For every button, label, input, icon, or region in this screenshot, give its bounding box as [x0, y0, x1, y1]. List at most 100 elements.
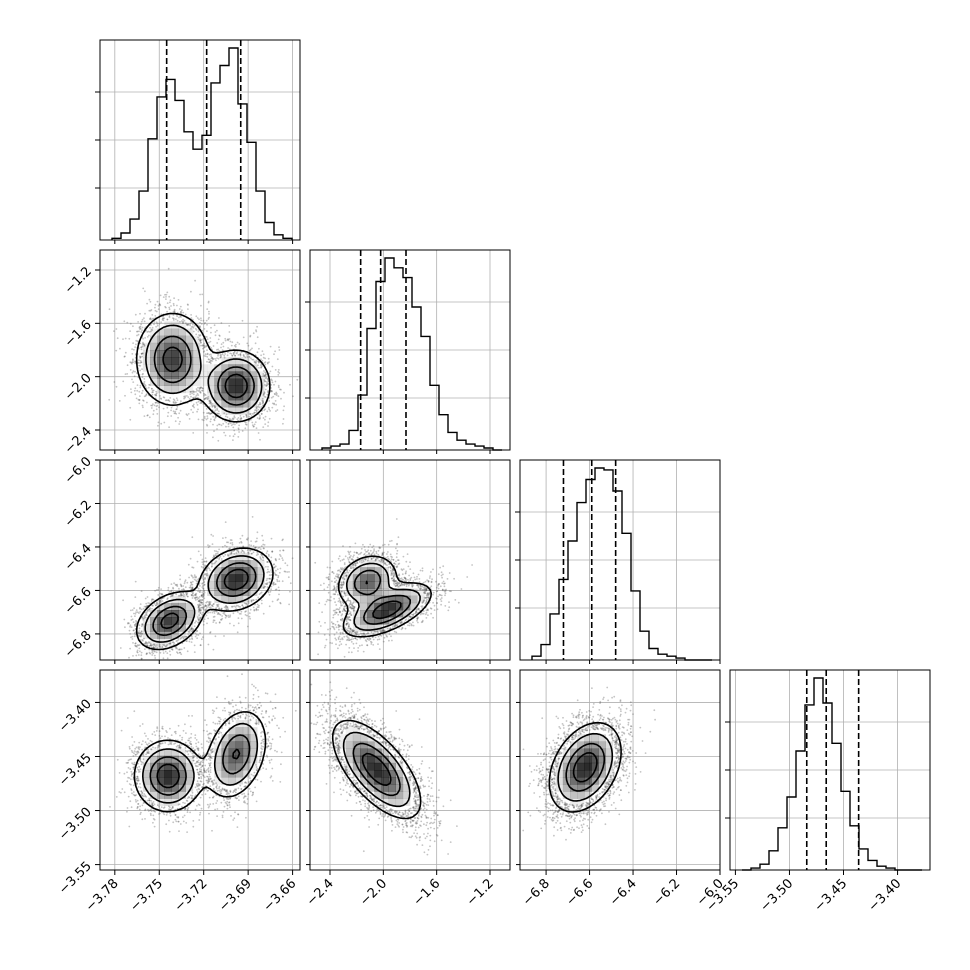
sample-point — [270, 390, 273, 392]
sample-point — [202, 560, 205, 563]
sample-point — [271, 550, 273, 553]
sample-point — [206, 572, 209, 575]
density-bin — [164, 638, 172, 647]
sample-point — [264, 380, 266, 383]
sample-point — [151, 598, 154, 601]
sample-point — [372, 638, 375, 641]
sample-point — [139, 359, 142, 362]
sample-point — [384, 562, 387, 565]
sample-point — [203, 597, 206, 600]
sample-point — [227, 554, 230, 557]
sample-point — [217, 423, 220, 426]
sample-point — [272, 563, 275, 566]
sample-point — [199, 644, 202, 647]
sample-point — [193, 594, 196, 596]
sample-point — [389, 553, 392, 556]
sample-point — [151, 326, 154, 329]
sample-point — [346, 629, 349, 632]
sample-point — [280, 751, 283, 754]
sample-point — [203, 415, 206, 418]
sample-point — [268, 408, 271, 411]
density-bin — [164, 342, 172, 351]
sample-point — [243, 792, 246, 795]
sample-point — [239, 354, 242, 357]
density-bin — [381, 617, 389, 625]
sample-point — [271, 767, 274, 770]
sample-point — [351, 629, 354, 632]
density-bin — [381, 574, 389, 582]
sample-point — [232, 439, 234, 441]
sample-point — [347, 599, 350, 602]
density-bin — [171, 755, 179, 764]
sample-point — [192, 405, 195, 407]
sample-point — [180, 400, 182, 403]
sample-point — [138, 765, 141, 768]
sample-point — [139, 639, 142, 641]
density-bin — [164, 777, 172, 785]
sample-point — [118, 400, 121, 402]
sample-point — [334, 581, 337, 583]
sample-point — [142, 754, 145, 757]
sample-point — [349, 606, 352, 608]
sample-point — [149, 326, 151, 329]
sample-point — [336, 620, 339, 623]
sample-point — [159, 646, 162, 649]
sample-point — [135, 800, 138, 803]
sample-point — [151, 388, 153, 390]
sample-point — [154, 644, 156, 647]
sample-point — [194, 396, 196, 399]
density-bin — [178, 371, 187, 379]
sample-point — [288, 571, 290, 573]
sample-point — [348, 616, 351, 619]
density-bin — [367, 602, 375, 611]
sample-point — [264, 361, 267, 363]
sample-point — [268, 581, 271, 584]
sample-point — [416, 617, 419, 620]
sample-point — [323, 646, 326, 649]
density-bin — [164, 328, 172, 337]
sample-point — [364, 549, 366, 551]
sample-point — [255, 609, 258, 612]
density-bin — [338, 741, 347, 749]
sample-point — [356, 556, 359, 559]
sample-point — [282, 538, 284, 541]
sample-point — [270, 588, 272, 591]
sample-point — [240, 788, 243, 791]
sample-point — [343, 609, 346, 612]
sample-point — [263, 391, 266, 393]
sample-point — [236, 549, 239, 552]
sample-point — [329, 627, 332, 630]
sample-point — [140, 352, 143, 355]
sample-point — [156, 404, 159, 407]
sample-point — [140, 635, 142, 638]
density-bin — [171, 770, 179, 778]
sample-point — [138, 390, 141, 393]
sample-point — [200, 341, 202, 344]
sample-point — [214, 406, 217, 409]
sample-point — [199, 601, 202, 604]
sample-point — [419, 584, 422, 587]
sample-point — [194, 786, 197, 789]
sample-point — [249, 704, 252, 707]
sample-point — [397, 563, 400, 566]
sample-point — [211, 565, 213, 567]
sample-point — [230, 553, 233, 555]
sample-point — [203, 392, 205, 395]
sample-point — [386, 564, 388, 566]
sample-point — [115, 328, 118, 330]
sample-point — [358, 634, 360, 636]
sample-point — [265, 768, 268, 770]
sample-point — [267, 591, 270, 594]
sample-point — [145, 614, 148, 616]
sample-point — [247, 706, 250, 708]
sample-point — [122, 338, 124, 340]
sample-point — [206, 779, 209, 782]
density-bin — [367, 624, 375, 632]
sample-point — [155, 645, 157, 648]
density-bin — [164, 350, 172, 358]
sample-point — [155, 394, 158, 397]
density-bin — [242, 574, 251, 582]
sample-point — [141, 318, 144, 321]
sample-point — [390, 635, 392, 638]
sample-point — [471, 564, 473, 566]
